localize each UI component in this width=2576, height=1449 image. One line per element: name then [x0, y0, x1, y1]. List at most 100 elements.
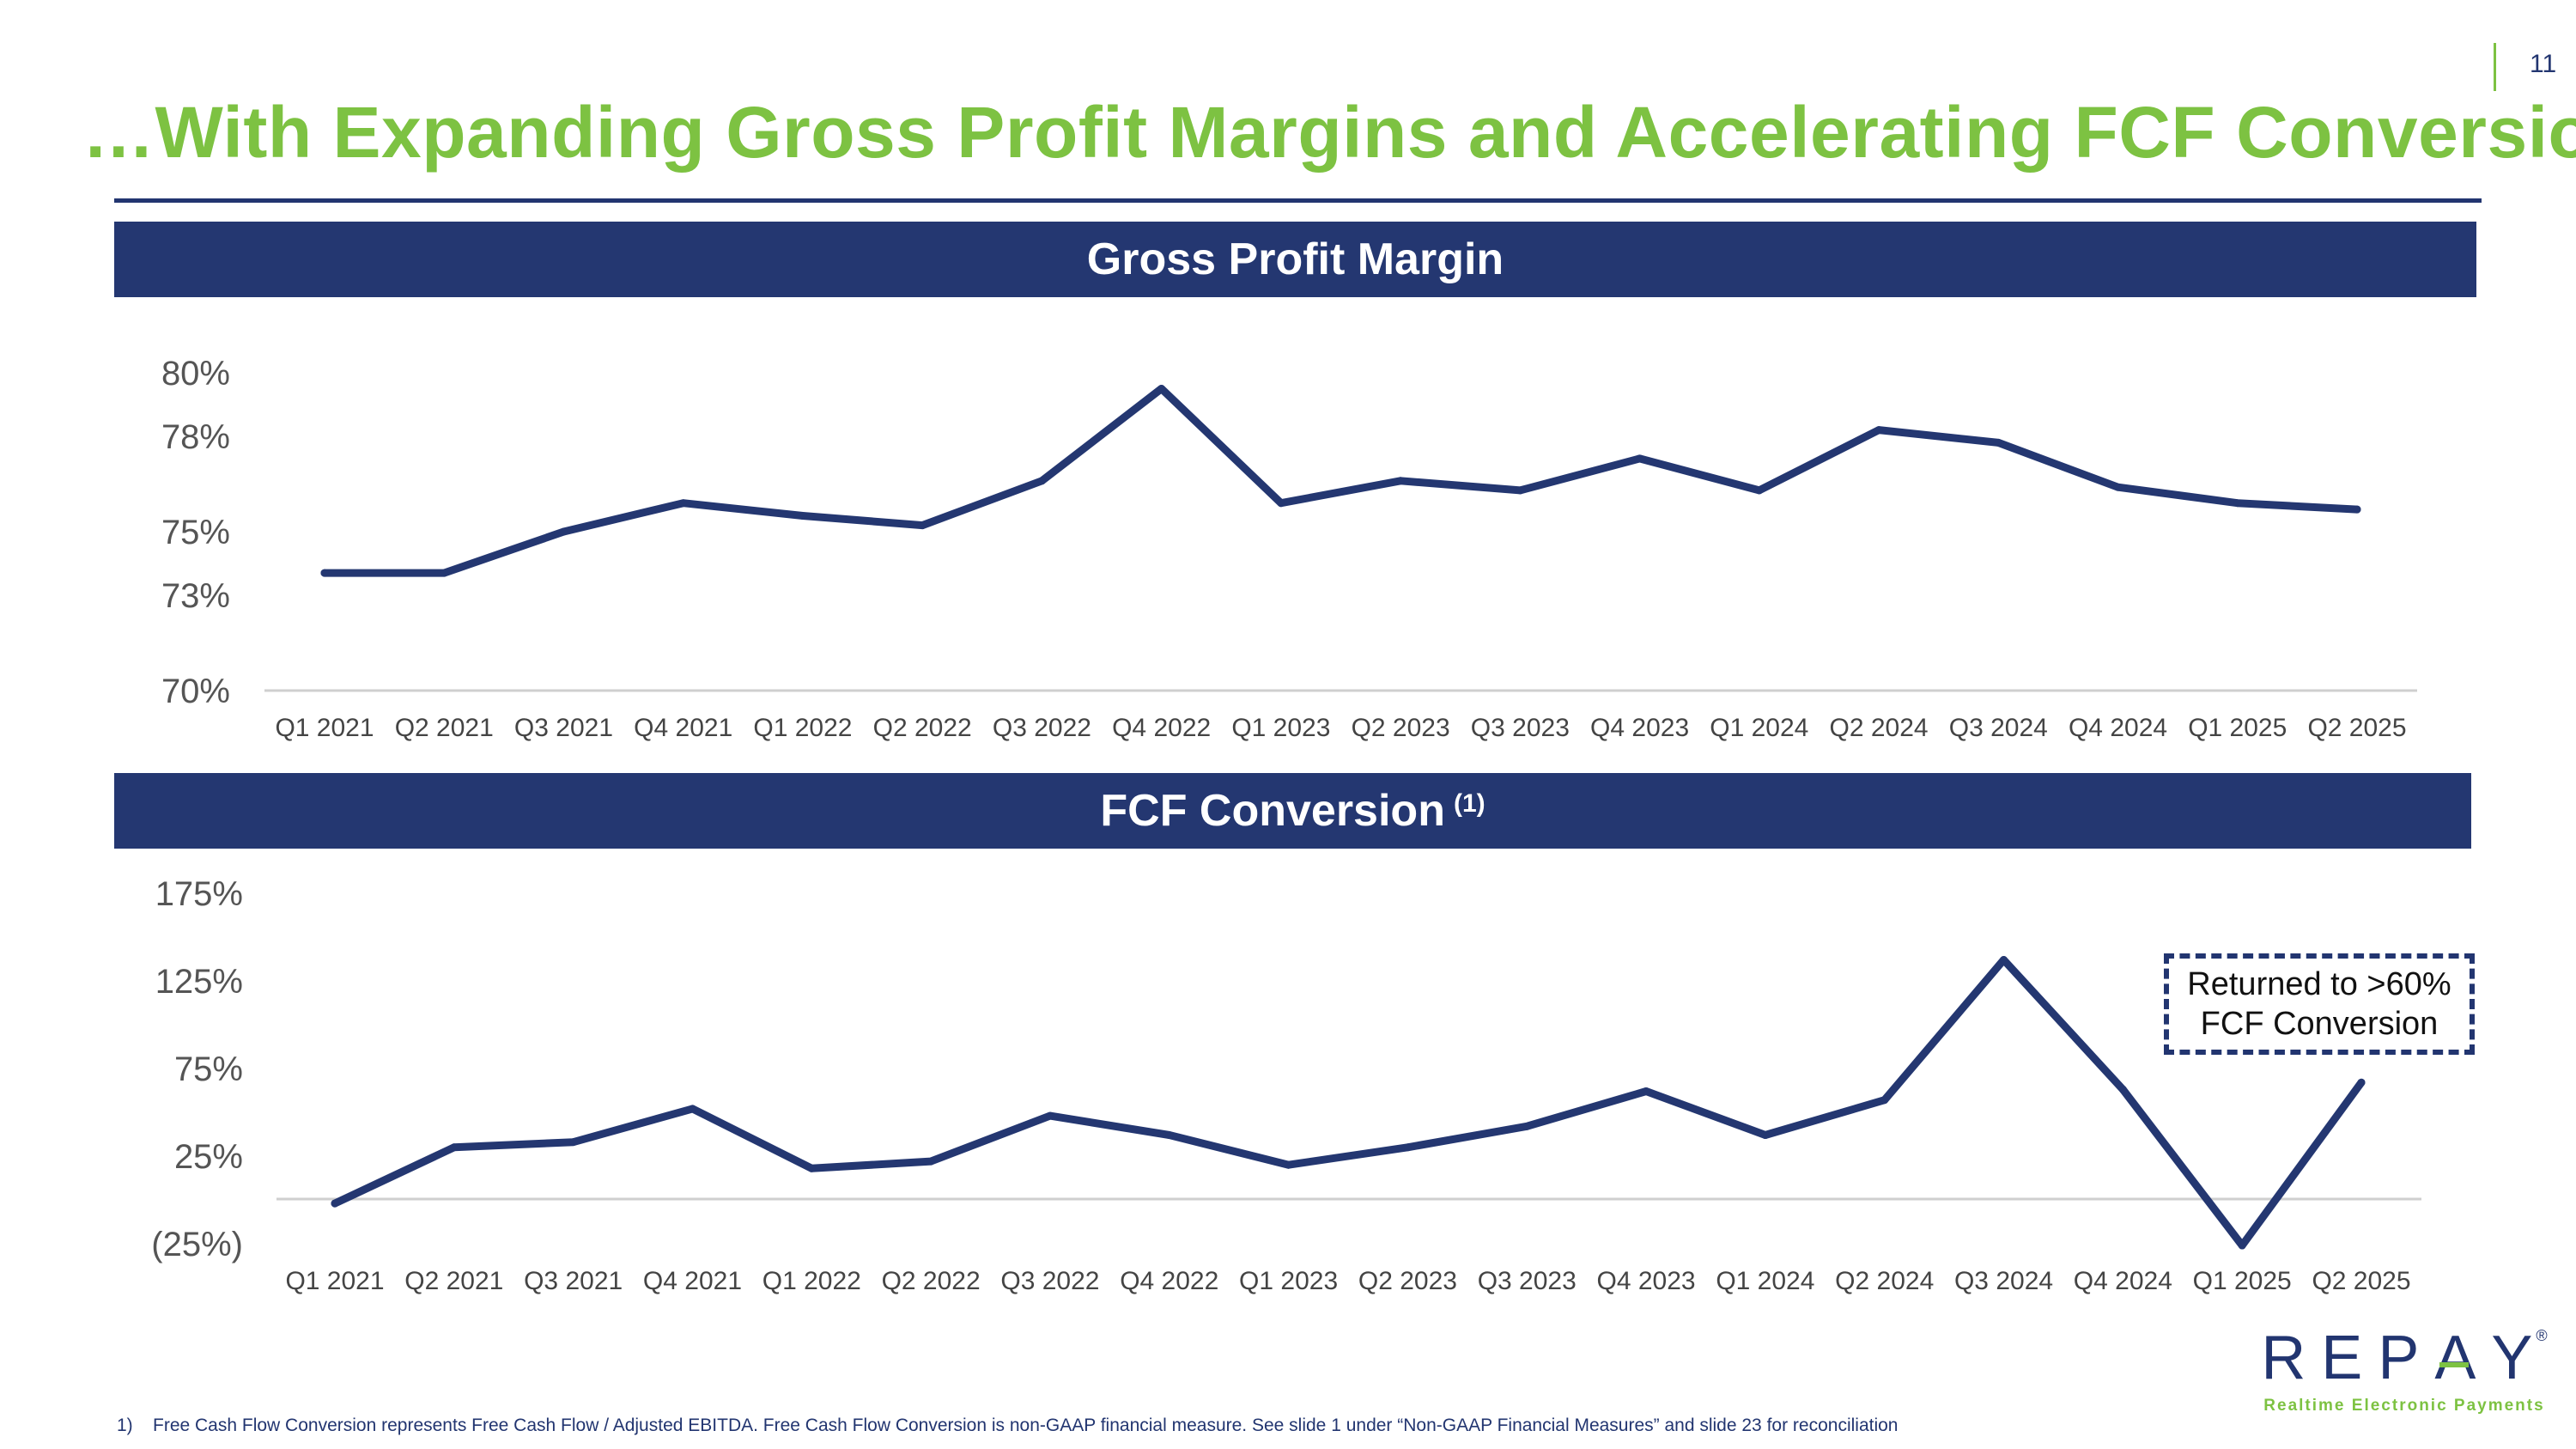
data-point: [679, 499, 688, 508]
data-point: [569, 1138, 578, 1147]
data-point: [2114, 483, 2123, 491]
fcf-banner: FCF Conversion (1): [114, 773, 2471, 849]
x-tick-label: Q1 2022: [762, 1267, 861, 1295]
x-tick-label: Q2 2022: [873, 714, 972, 742]
logo-a-glyph: A: [2434, 1324, 2492, 1392]
logo-a-green-bar: [2439, 1362, 2470, 1367]
x-tick-label: Q1 2023: [1231, 714, 1330, 742]
data-point: [1396, 477, 1405, 485]
series-line: [320, 385, 2361, 577]
x-tick-label: Q2 2023: [1358, 1267, 1457, 1295]
y-tick-label: 73%: [161, 577, 230, 615]
footnote-text: Free Cash Flow Conversion represents Fre…: [153, 1416, 1899, 1435]
data-point: [1755, 486, 1764, 495]
data-point: [2353, 505, 2361, 514]
x-tick-label: Q4 2021: [643, 1267, 742, 1295]
title-divider: [114, 198, 2482, 203]
y-tick-label: 125%: [155, 963, 243, 1001]
x-tick-label: Q3 2022: [1000, 1267, 1099, 1295]
data-point: [1761, 1131, 1770, 1140]
x-tick-label: Q1 2025: [2188, 714, 2287, 742]
footnote-number: 1): [117, 1416, 133, 1435]
data-point: [559, 527, 568, 536]
data-point: [2238, 1241, 2246, 1250]
data-point: [1277, 499, 1285, 508]
x-tick-label: Q1 2021: [275, 714, 374, 742]
x-tick-label: Q2 2025: [2307, 714, 2406, 742]
x-tick-label: Q4 2022: [1112, 714, 1211, 742]
x-tick-label: Q1 2024: [1716, 1267, 1814, 1295]
fcf-banner-footnote-ref: (1): [1453, 789, 1485, 818]
data-point: [1874, 426, 1883, 435]
data-point: [320, 569, 329, 577]
x-tick-label: Q2 2024: [1830, 714, 1929, 742]
data-point: [2357, 1078, 2366, 1087]
logo-letter-a: A: [2434, 1323, 2491, 1393]
y-tick-label: (25%): [151, 1226, 243, 1263]
repay-logo: REP A Y ® Realtime Electronic Payments: [2258, 1323, 2550, 1416]
x-tick-label: Q1 2024: [1710, 714, 1808, 742]
data-point: [927, 1157, 935, 1166]
x-tick-label: Q1 2023: [1239, 1267, 1338, 1295]
data-point: [688, 1105, 696, 1113]
data-point: [1157, 385, 1166, 393]
x-tick-label: Q4 2024: [2069, 714, 2167, 742]
page-number: 11: [2530, 50, 2557, 78]
data-point: [918, 521, 927, 530]
data-point: [1516, 486, 1524, 495]
logo-word-post: Y: [2491, 1324, 2549, 1392]
x-tick-label: Q2 2025: [2312, 1267, 2410, 1295]
x-tick-label: Q3 2024: [1954, 1267, 2053, 1295]
fcf-banner-label: FCF Conversion: [1100, 786, 1445, 836]
data-point: [450, 1143, 459, 1152]
fcf-annotation-box: Returned to >60% FCF Conversion: [2164, 953, 2475, 1055]
y-tick-label: 80%: [161, 355, 230, 393]
y-tick-label: 78%: [161, 418, 230, 456]
gross-margin-banner-label: Gross Profit Margin: [1086, 234, 1504, 284]
x-tick-label: Q2 2021: [404, 1267, 503, 1295]
x-tick-label: Q1 2021: [285, 1267, 384, 1295]
logo-registered-mark: ®: [2536, 1327, 2548, 1344]
fcf-annotation-line-1: Returned to >60%: [2187, 966, 2451, 1002]
y-tick-label: 25%: [174, 1138, 243, 1176]
x-tick-label: Q4 2023: [1597, 1267, 1696, 1295]
footnote: 1) Free Cash Flow Conversion represents F…: [117, 1416, 1898, 1436]
data-point: [799, 512, 807, 520]
x-tick-label: Q2 2024: [1835, 1267, 1934, 1295]
logo-tagline: Realtime Electronic Payments: [2263, 1397, 2545, 1415]
fcf-annotation-line-2: FCF Conversion: [2200, 1006, 2439, 1042]
x-tick-label: Q2 2023: [1352, 714, 1450, 742]
gross-margin-chart: 80% 78% 75% 73% 70% Q1 2021 Q2 2021 Q3 2021 Q4 2…: [161, 355, 2417, 742]
slide-title: …With Expanding Gross Profit Margins and…: [82, 92, 2576, 173]
logo-word-pre: REP: [2261, 1324, 2435, 1392]
repay-logo-wordmark: REP A Y ®: [2258, 1323, 2550, 1393]
data-point: [1046, 1111, 1054, 1120]
series-line: [331, 956, 2366, 1250]
x-tick-label: Q3 2022: [993, 714, 1091, 742]
x-tick-label: Q3 2023: [1478, 1267, 1577, 1295]
x-tick-label: Q3 2024: [1949, 714, 2048, 742]
gross-margin-banner: Gross Profit Margin: [114, 222, 2476, 297]
data-point: [1522, 1122, 1531, 1130]
data-point: [1636, 454, 1644, 463]
y-tick-label: 175%: [155, 875, 243, 913]
x-tick-label: Q1 2022: [753, 714, 852, 742]
x-tick-label: Q4 2021: [634, 714, 732, 742]
fcf-conversion-chart: 175% 125% 75% 25% (25%) Q1 2021 Q2 2021 Q3 2021…: [151, 875, 2421, 1295]
data-point: [2118, 1085, 2127, 1093]
x-tick-label: Q2 2022: [882, 1267, 981, 1295]
data-point: [807, 1164, 816, 1172]
data-point: [1880, 1096, 1889, 1105]
data-point: [1642, 1087, 1650, 1096]
x-tick-label: Q4 2022: [1120, 1267, 1218, 1295]
data-point: [1165, 1131, 1174, 1140]
y-tick-label: 75%: [161, 514, 230, 551]
data-point: [2000, 956, 2008, 965]
data-point: [1403, 1143, 1412, 1152]
x-tick-label: Q3 2021: [524, 1267, 623, 1295]
x-tick-label: Q1 2025: [2193, 1267, 2292, 1295]
page-number-divider: [2494, 43, 2496, 91]
data-point: [331, 1199, 339, 1208]
y-tick-label: 75%: [174, 1050, 243, 1088]
x-tick-label: Q3 2023: [1471, 714, 1570, 742]
